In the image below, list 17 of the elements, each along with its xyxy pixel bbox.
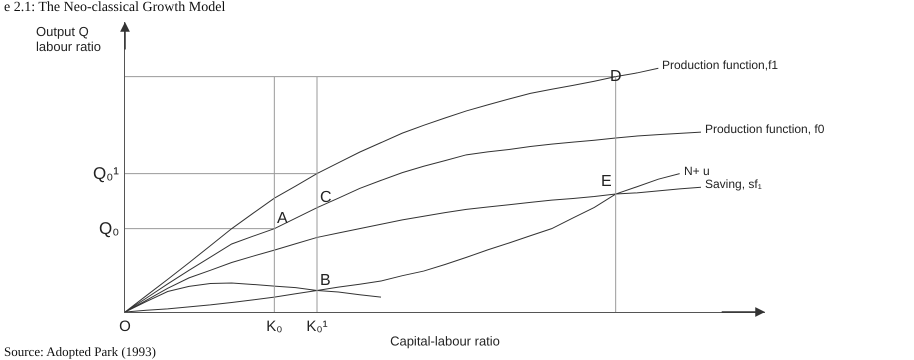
y-axis-title: Output Q labour ratio xyxy=(36,24,102,54)
annotation: A xyxy=(277,210,288,227)
annotation: B xyxy=(320,272,331,289)
annotation: Q₀ xyxy=(99,219,120,238)
series-label: Production function,f1 xyxy=(662,58,778,72)
series-label: N+ u xyxy=(684,164,710,178)
annotation: E xyxy=(601,173,612,190)
source-note: Source: Adopted Park (1993) xyxy=(4,344,156,360)
x-axis-title: Capital-labour ratio xyxy=(390,334,500,349)
annotation: Q₀¹ xyxy=(93,164,120,183)
x-tick-label: O xyxy=(119,318,131,335)
annotation: C xyxy=(320,189,332,206)
x-tick-label: K₀¹ xyxy=(306,318,328,335)
series-label: Saving, sf₁ xyxy=(705,177,762,191)
chart-title: e 2.1: The Neo-classical Growth Model xyxy=(4,0,226,16)
x-tick-label: K₀ xyxy=(266,318,282,335)
series-label: Production function, f0 xyxy=(705,122,825,136)
